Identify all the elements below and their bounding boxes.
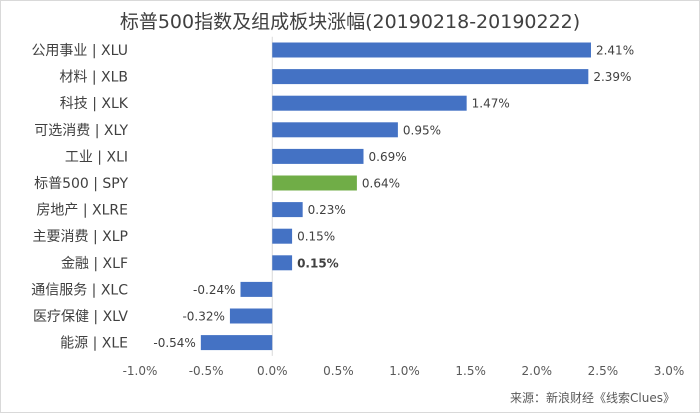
bar bbox=[272, 228, 293, 244]
data-label: 0.69% bbox=[369, 150, 407, 164]
bar bbox=[272, 175, 357, 191]
category-label: 房地产 | XLRE bbox=[36, 203, 128, 219]
data-label: -0.32% bbox=[182, 310, 224, 324]
x-tick-label: 1.5% bbox=[455, 364, 486, 378]
category-label: 可选消费 | XLY bbox=[34, 123, 128, 139]
x-tick-label: 3.0% bbox=[654, 364, 685, 378]
category-label: 能源 | XLE bbox=[60, 336, 128, 352]
bar bbox=[272, 148, 364, 164]
chart-title: 标普500指数及组成板块涨幅(20190218-20190222) bbox=[120, 11, 580, 33]
data-label: 1.47% bbox=[472, 97, 510, 111]
bar bbox=[240, 281, 273, 297]
category-label: 医疗保健 | XLV bbox=[33, 309, 128, 325]
data-label: 0.15% bbox=[297, 256, 339, 270]
data-label: 0.64% bbox=[362, 177, 400, 191]
x-tick-label: 0.0% bbox=[257, 364, 288, 378]
data-label: 0.23% bbox=[308, 203, 346, 217]
category-label: 科技 | XLK bbox=[60, 96, 129, 112]
data-label: 0.95% bbox=[403, 123, 441, 137]
data-label: 2.41% bbox=[596, 44, 634, 58]
bar bbox=[272, 202, 303, 218]
bar bbox=[229, 308, 273, 324]
category-label: 金融 | XLF bbox=[61, 256, 128, 272]
x-tick-label: 1.0% bbox=[389, 364, 420, 378]
bar bbox=[272, 255, 293, 271]
category-label: 标普500 | SPY bbox=[34, 176, 128, 192]
x-tick-label: 2.0% bbox=[522, 364, 553, 378]
source-note: 来源：新浪财经《线索Clues》 bbox=[510, 390, 675, 405]
bar bbox=[200, 335, 273, 351]
category-label: 材料 | XLB bbox=[59, 70, 128, 86]
category-label: 工业 | XLI bbox=[65, 149, 128, 165]
data-label: 0.15% bbox=[297, 230, 335, 244]
x-tick-label: -1.0% bbox=[123, 364, 158, 378]
category-label: 公用事业 | XLU bbox=[31, 43, 128, 59]
bar bbox=[272, 122, 398, 138]
data-label: -0.24% bbox=[193, 283, 235, 297]
x-tick-label: 2.5% bbox=[588, 364, 619, 378]
bar bbox=[272, 69, 589, 85]
data-label: 2.39% bbox=[593, 70, 631, 84]
bar bbox=[272, 42, 591, 58]
x-tick-label: -0.5% bbox=[189, 364, 224, 378]
data-label: -0.54% bbox=[153, 336, 195, 350]
category-label: 通信服务 | XLC bbox=[31, 282, 128, 298]
bar bbox=[272, 95, 467, 111]
category-label: 主要消费 | XLP bbox=[33, 229, 128, 245]
x-tick-label: 0.5% bbox=[323, 364, 354, 378]
